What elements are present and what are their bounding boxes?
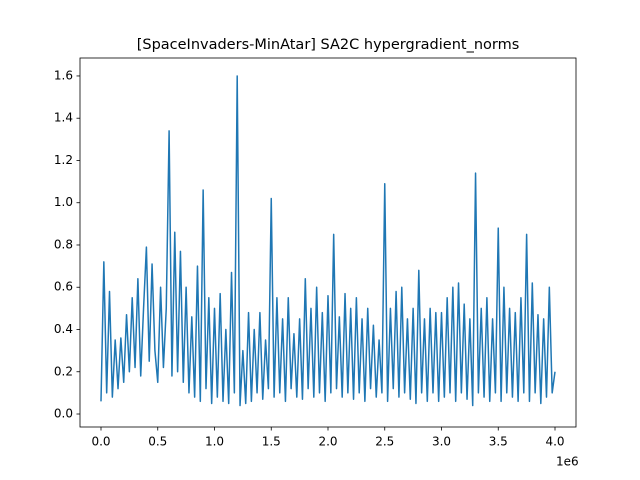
chart-title: [SpaceInvaders-MinAtar] SA2C hypergradie… — [137, 37, 520, 53]
x-offset-label: 1e6 — [556, 455, 579, 469]
x-tick-label: 0.5 — [148, 435, 167, 449]
plot-frame — [79, 57, 577, 428]
x-tick-label: 4.0 — [545, 435, 564, 449]
x-tick-label: 2.5 — [375, 435, 394, 449]
y-tick-label: 0.2 — [54, 364, 73, 378]
y-tick-label: 1.4 — [54, 111, 73, 125]
data-line — [100, 75, 556, 407]
y-tick-label: 0.6 — [54, 280, 73, 294]
y-tick-label: 0.4 — [54, 322, 73, 336]
y-tick-label: 0.0 — [54, 407, 73, 421]
x-tick-label: 3.0 — [432, 435, 451, 449]
y-tick-label: 1.6 — [54, 68, 73, 82]
y-tick-label: 1.2 — [54, 153, 73, 167]
x-tick-label: 3.5 — [489, 435, 508, 449]
x-tick-label: 2.0 — [318, 435, 337, 449]
y-tick-label: 0.8 — [54, 237, 73, 251]
x-tick-label: 0.0 — [91, 435, 110, 449]
x-tick-label: 1.0 — [205, 435, 224, 449]
y-tick-label: 1.0 — [54, 195, 73, 209]
x-tick-label: 1.5 — [262, 435, 281, 449]
